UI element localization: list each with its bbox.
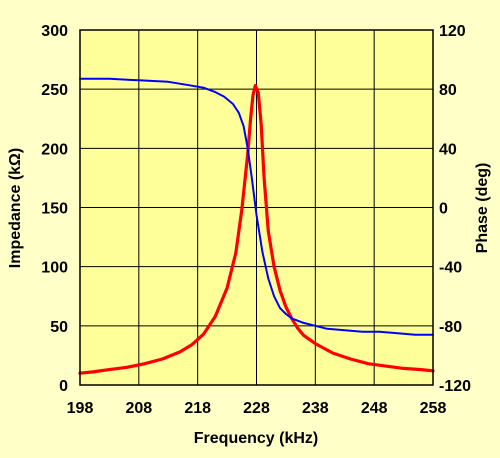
right-y-tick-label: -40 bbox=[439, 260, 462, 277]
x-tick-label: 258 bbox=[420, 400, 447, 417]
right-y-tick-label: 120 bbox=[439, 23, 466, 40]
left-y-axis-label: Impedance (kΩ) bbox=[7, 148, 24, 268]
x-tick-label: 248 bbox=[361, 400, 388, 417]
phase-series-line bbox=[79, 77, 434, 336]
x-tick-label: 238 bbox=[302, 400, 329, 417]
x-tick-label: 218 bbox=[184, 400, 211, 417]
x-axis-label: Frequency (kHz) bbox=[194, 430, 318, 447]
right-y-tick-label: -120 bbox=[439, 378, 471, 395]
left-y-tick-label: 300 bbox=[41, 23, 68, 40]
impedance-series-line bbox=[78, 83, 435, 375]
x-tick-label: 228 bbox=[243, 400, 270, 417]
x-tick-label: 208 bbox=[125, 400, 152, 417]
x-tick-label: 198 bbox=[67, 400, 94, 417]
right-y-tick-label: -80 bbox=[439, 319, 462, 336]
left-y-tick-label: 250 bbox=[41, 82, 68, 99]
right-y-tick-label: 0 bbox=[439, 201, 448, 218]
left-y-tick-label: 200 bbox=[41, 141, 68, 158]
left-y-tick-labels: 0 50 100 150 200 250 300 bbox=[41, 23, 68, 395]
right-y-tick-label: 80 bbox=[439, 82, 457, 99]
x-tick-labels: 198 208 218 228 238 248 258 bbox=[67, 400, 447, 417]
series-layer bbox=[78, 77, 435, 375]
right-y-tick-labels: -120 -80 -40 0 40 80 120 bbox=[439, 23, 471, 395]
left-y-tick-label: 150 bbox=[41, 201, 68, 218]
right-y-tick-label: 40 bbox=[439, 141, 457, 158]
plot-frame bbox=[79, 29, 434, 386]
left-y-tick-label: 0 bbox=[59, 378, 68, 395]
left-y-tick-label: 100 bbox=[41, 260, 68, 277]
left-y-tick-label: 50 bbox=[50, 319, 68, 336]
right-y-axis-label: Phase (deg) bbox=[474, 163, 491, 254]
